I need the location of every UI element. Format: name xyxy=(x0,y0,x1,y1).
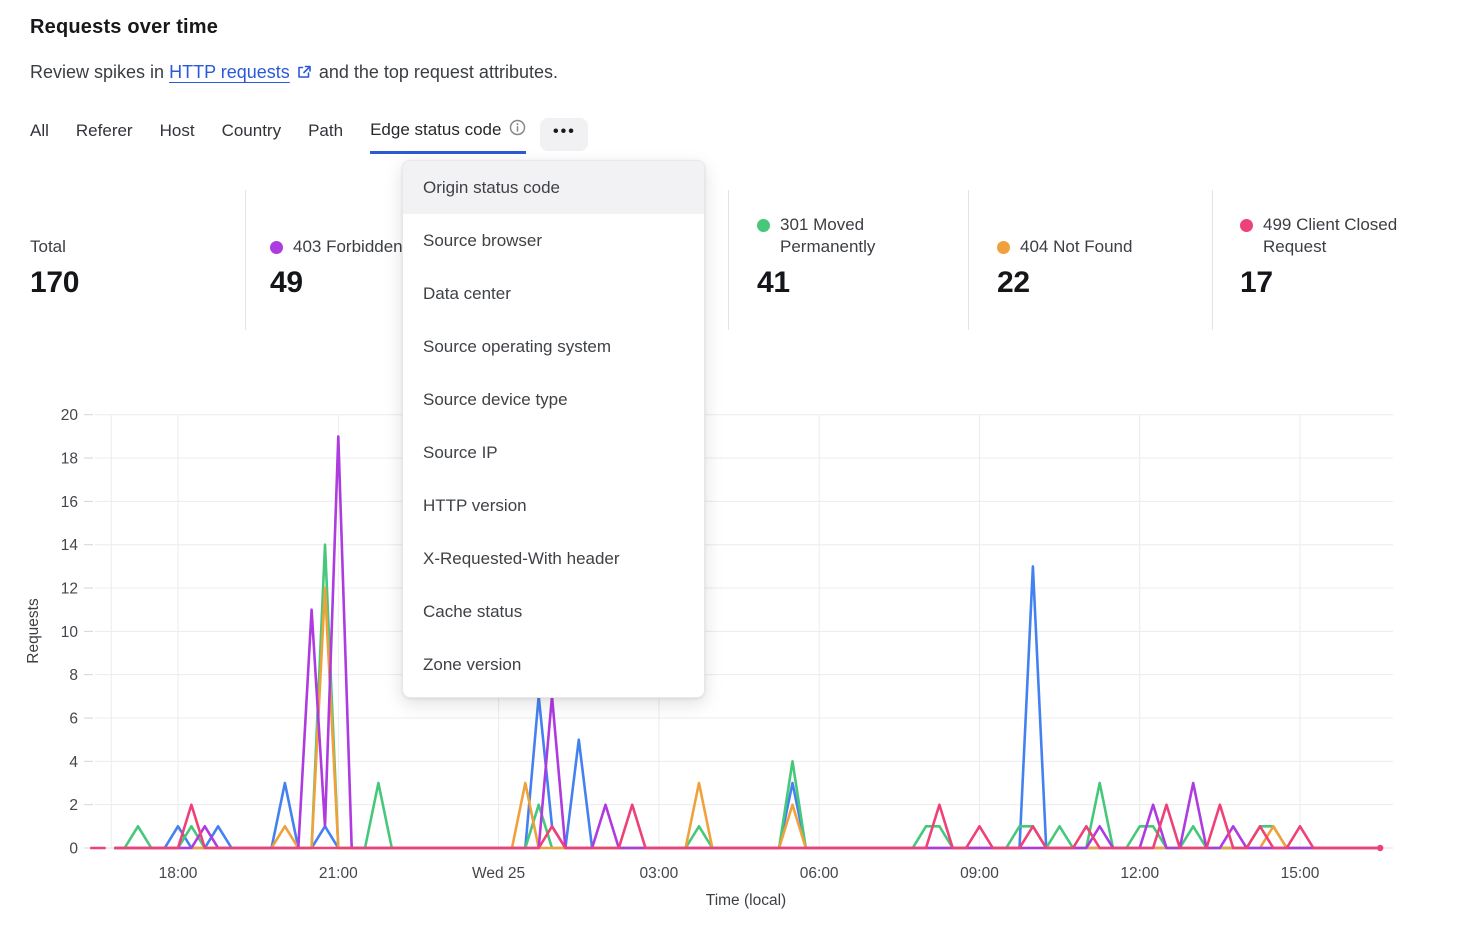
menu-item-x-requested-with-header[interactable]: X-Requested-With header xyxy=(423,548,620,568)
y-tick-label: 8 xyxy=(69,667,78,684)
x-tick-label: 18:00 xyxy=(159,865,198,882)
y-tick-label: 20 xyxy=(61,407,79,424)
tab-label: Edge status code xyxy=(370,120,502,139)
stat-label: 404 Not Found xyxy=(1020,237,1133,256)
stat-value: 49 xyxy=(270,266,303,299)
tab-label: Referer xyxy=(75,121,133,140)
y-tick-label: 14 xyxy=(61,537,79,554)
y-tick-label: 4 xyxy=(69,754,78,771)
dimension-dropdown-menu: Origin status code Source browser Data cen… xyxy=(402,160,705,698)
x-tick-label: 06:00 xyxy=(800,865,839,882)
y-tick-label: 18 xyxy=(61,451,78,468)
stat-value: 17 xyxy=(1240,266,1273,299)
tab-host[interactable]: Host xyxy=(160,121,195,154)
series-line-403 xyxy=(114,435,1382,850)
menu-item-zone-version[interactable]: Zone version xyxy=(423,654,522,674)
stat-label: Total xyxy=(30,237,66,256)
subtitle: Review spikes in HTTP requests and the t… xyxy=(30,62,558,85)
more-tabs-button[interactable]: ••• xyxy=(540,118,589,151)
stat-value: 170 xyxy=(30,266,80,299)
menu-item-source-browser[interactable]: Source browser xyxy=(423,230,543,250)
external-link-icon xyxy=(296,64,312,85)
page-title: Requests over time xyxy=(30,16,219,38)
ellipsis-icon: ••• xyxy=(553,122,576,140)
stat-card-403: 403 Forbidden 49 xyxy=(270,190,470,300)
stat-divider xyxy=(245,190,246,330)
legend-dot-499 xyxy=(1240,219,1253,232)
x-tick-label: 21:00 xyxy=(319,865,358,882)
menu-item-source-operating-system[interactable]: Source operating system xyxy=(423,336,612,356)
legend-dot-404 xyxy=(997,241,1010,254)
stat-card-404: 404 Not Found 22 xyxy=(997,190,1197,300)
stat-divider xyxy=(968,190,969,330)
series-line-499 xyxy=(114,803,1382,850)
legend-dot-301 xyxy=(757,219,770,232)
stat-divider xyxy=(728,190,729,330)
menu-item-source-device-type[interactable]: Source device type xyxy=(423,389,568,409)
stat-divider xyxy=(1212,190,1213,330)
tab-label: Path xyxy=(308,121,344,140)
x-tick-label: Wed 25 xyxy=(472,865,525,882)
http-requests-link[interactable]: HTTP requests xyxy=(169,62,314,82)
subtitle-suffix: and the top request attributes. xyxy=(318,62,558,82)
stat-label: 301 Moved Permanently xyxy=(780,215,876,256)
x-axis-title: Time (local) xyxy=(706,892,786,909)
tabs-list: All Referer Host Country Path Edge status cod… xyxy=(30,119,527,154)
series-end-dot-499 xyxy=(1376,844,1384,852)
x-tick-label: 12:00 xyxy=(1120,865,1159,882)
y-tick-label: 2 xyxy=(69,797,78,814)
y-tick-label: 12 xyxy=(61,581,78,598)
x-tick-label: 03:00 xyxy=(639,865,678,882)
stat-value: 41 xyxy=(757,266,790,299)
menu-item-origin-status-code[interactable]: Origin status code xyxy=(403,161,704,214)
legend-dot-403 xyxy=(270,241,283,254)
stat-label: 403 Forbidden xyxy=(293,237,403,256)
stat-card-301: 301 Moved Permanently 41 xyxy=(757,190,935,300)
stat-label: 499 Client Closed Request xyxy=(1263,215,1398,256)
tab-label: Host xyxy=(159,121,195,140)
stat-card-499: 499 Client Closed Request 17 xyxy=(1240,190,1432,300)
tab-path[interactable]: Path xyxy=(308,121,343,154)
y-axis-title: Requests xyxy=(25,598,42,664)
menu-item-http-version[interactable]: HTTP version xyxy=(423,495,527,515)
subtitle-prefix: Review spikes in xyxy=(30,62,165,82)
y-tick-label: 16 xyxy=(61,494,78,511)
x-tick-label: 15:00 xyxy=(1281,865,1320,882)
y-tick-label: 0 xyxy=(69,841,78,858)
y-tick-label: 6 xyxy=(69,711,78,728)
stat-value: 22 xyxy=(997,266,1030,299)
tab-label: Country xyxy=(221,121,282,140)
menu-item-source-ip[interactable]: Source IP xyxy=(423,442,498,462)
info-icon[interactable] xyxy=(509,119,526,141)
y-tick-label: 10 xyxy=(61,624,79,641)
x-tick-label: 09:00 xyxy=(960,865,999,882)
tab-country[interactable]: Country xyxy=(222,121,282,154)
tab-referer[interactable]: Referer xyxy=(76,121,133,154)
dimension-tabs: All Referer Host Country Path Edge status cod… xyxy=(30,118,589,155)
tab-all[interactable]: All xyxy=(30,121,49,154)
tab-edge-status-code[interactable]: Edge status code xyxy=(370,119,527,154)
menu-item-cache-status[interactable]: Cache status xyxy=(423,601,523,621)
menu-item-data-center[interactable]: Data center xyxy=(423,283,511,303)
requests-chart: 0 2 4 6 8 10 12 14 16 18 20 18:00 21:00 Wed 25 03:00 06… xyxy=(25,407,1393,909)
tab-label: All xyxy=(30,121,49,140)
stat-card-total: Total 170 xyxy=(30,190,220,300)
